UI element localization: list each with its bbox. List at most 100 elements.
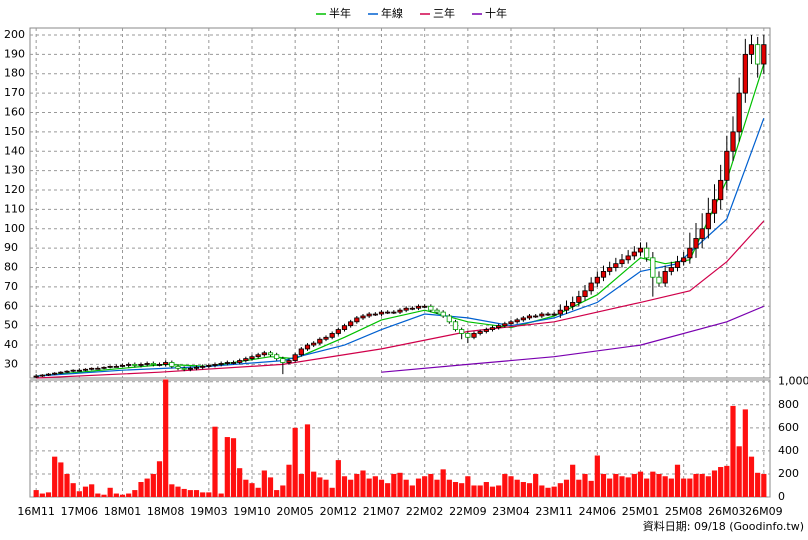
candle-body xyxy=(230,362,237,364)
candle-body xyxy=(576,296,582,303)
price-frame xyxy=(29,27,771,379)
volume-bar xyxy=(687,478,693,497)
candle-body xyxy=(724,150,730,181)
volume-bar xyxy=(489,486,496,497)
candle-body xyxy=(452,321,459,330)
candle-body xyxy=(45,373,52,376)
volume-bar xyxy=(360,470,366,497)
moving-average-line xyxy=(36,220,765,379)
x-tick-label: 18M08 xyxy=(147,505,185,518)
x-tick-label: 19M03 xyxy=(190,505,228,518)
volume-bar xyxy=(218,493,224,497)
candle-body xyxy=(600,271,607,278)
candle-body xyxy=(699,228,705,239)
volume-bar xyxy=(718,467,724,497)
volume-bar xyxy=(446,479,452,497)
volume-bar xyxy=(181,488,187,497)
candle-body xyxy=(280,358,286,363)
candle-body xyxy=(619,259,625,265)
candle-body xyxy=(169,362,175,367)
y2-tick-label: 1,000 xyxy=(778,375,808,388)
legend-label: 半年 xyxy=(329,6,351,20)
moving-average-line xyxy=(381,305,765,373)
volume-bar xyxy=(101,494,107,497)
volume-bar xyxy=(107,487,113,497)
candle-body xyxy=(335,329,341,334)
volume-bar xyxy=(193,490,200,497)
volume-bar xyxy=(397,472,403,497)
candle-body xyxy=(360,315,366,319)
volume-bar xyxy=(613,473,619,497)
candle-body xyxy=(341,325,348,330)
volume-bar xyxy=(674,464,681,497)
candle-body xyxy=(637,247,644,253)
volume-bar xyxy=(730,405,736,497)
y-tick-label: 100 xyxy=(4,222,25,235)
candle-body xyxy=(64,370,70,373)
volume-bar xyxy=(428,473,434,497)
volume-bar xyxy=(662,476,668,497)
candle-body xyxy=(187,367,193,370)
footer: 資料日期: 09/18 (Goodinfo.tw) xyxy=(643,519,804,533)
candle-body xyxy=(656,276,662,284)
volume-bar xyxy=(52,456,58,497)
candle-body xyxy=(748,44,755,55)
volume-bar xyxy=(366,478,372,497)
y-tick-label: 180 xyxy=(4,67,25,80)
candle-body xyxy=(662,271,668,284)
volume-bar xyxy=(187,490,193,497)
volume-bar xyxy=(230,438,237,497)
volume-bar xyxy=(570,464,576,497)
candle-body xyxy=(736,92,742,133)
candle-body xyxy=(372,313,378,316)
volume-bar xyxy=(496,485,502,497)
candle-body xyxy=(644,247,650,259)
volume-bar xyxy=(144,478,150,497)
candle-body xyxy=(563,305,570,311)
y2-tick-label: 0 xyxy=(778,490,785,503)
candle-body xyxy=(730,131,736,152)
volume-bar xyxy=(514,479,520,497)
volume-bar xyxy=(736,446,742,497)
volume-bar xyxy=(594,455,600,497)
volume-bar xyxy=(286,464,292,497)
candle-body xyxy=(428,305,434,311)
candle-body xyxy=(465,333,471,338)
volume-bar xyxy=(508,476,514,497)
volume-bar xyxy=(249,483,255,497)
moving-average-line xyxy=(36,63,765,377)
candle-body xyxy=(378,311,385,315)
candle-body xyxy=(175,365,181,369)
y2-tick-label: 600 xyxy=(778,421,799,434)
candle-body xyxy=(526,315,533,319)
candle-body xyxy=(434,309,440,313)
candle-body xyxy=(317,338,323,344)
candle-body xyxy=(761,44,767,65)
volume-bar xyxy=(200,492,206,497)
candle-body xyxy=(625,255,631,261)
candle-body xyxy=(440,311,446,317)
candle-body xyxy=(471,333,477,338)
x-tick-label: 20M05 xyxy=(276,505,314,518)
volume-bar xyxy=(267,477,274,497)
candle-body xyxy=(193,366,200,369)
candle-body xyxy=(446,315,452,323)
candle-body xyxy=(366,313,372,317)
volume-bar xyxy=(588,480,594,497)
candle-body xyxy=(39,374,45,377)
x-tick-label: 20M12 xyxy=(320,505,358,518)
volume-bar xyxy=(422,476,428,497)
candle-body xyxy=(58,371,64,374)
x-tick-label: 16M11 xyxy=(17,505,55,518)
candle-body xyxy=(718,179,724,201)
volume-bar xyxy=(119,494,126,497)
candle-body xyxy=(52,372,58,375)
candle-body xyxy=(70,369,76,372)
volume-bar xyxy=(520,482,526,497)
volume-bar xyxy=(280,485,286,497)
candle-body xyxy=(255,354,261,358)
volume-bar xyxy=(637,471,644,497)
volume-bar xyxy=(126,493,132,497)
volume-bar xyxy=(224,437,230,497)
